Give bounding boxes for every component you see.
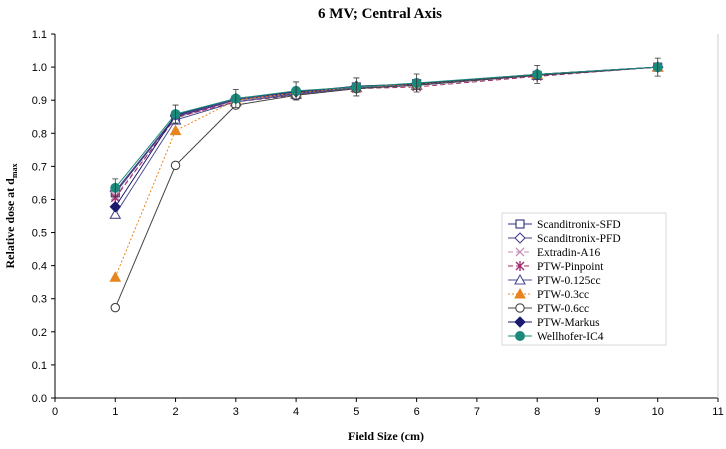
legend-item: PTW-Pinpoint [508, 261, 604, 273]
legend-marker [515, 331, 525, 341]
y-tick-label: 0.6 [32, 194, 47, 206]
series-scanditronix-sfd [110, 62, 663, 198]
x-tick-label: 7 [474, 406, 480, 418]
x-tick-label: 3 [233, 406, 239, 418]
legend-item: Extradin-A16 [508, 247, 600, 259]
y-tick-label: 0.5 [32, 228, 47, 240]
x-tick-label: 5 [353, 406, 359, 418]
error-bar [293, 81, 300, 101]
series-layer [109, 57, 664, 313]
y-tick-label: 1.0 [32, 62, 47, 74]
x-ticks: 0 1 2 3 4 5 6 7 8 9 10 11 [52, 398, 724, 418]
series-extradin-a16 [110, 62, 663, 201]
y-ticks: 0.0 0.1 0.2 0.3 0.4 0.5 0.6 0.7 0.8 0.9 1.0 1.1 [32, 29, 55, 405]
legend-label: Wellhofer-IC4 [537, 331, 604, 343]
x-tick-label: 4 [293, 406, 299, 418]
legend: Scanditronix-SFD Scanditronix-PFD Extradin… [501, 212, 667, 346]
data-point [109, 271, 122, 282]
error-bar [413, 73, 420, 93]
legend-label: PTW-Pinpoint [537, 261, 604, 273]
legend-label: PTW-0.3cc [537, 289, 589, 301]
legend-item: Scanditronix-PFD [508, 232, 621, 245]
data-point [109, 208, 122, 219]
legend-marker [514, 316, 526, 328]
legend-item: Wellhofer-IC4 [508, 331, 604, 343]
legend-marker [514, 232, 526, 244]
legend-marker [515, 219, 525, 229]
legend-marker [514, 287, 526, 299]
error-bar [172, 104, 179, 124]
error-bars [112, 57, 661, 198]
legend-label: PTW-Markus [537, 317, 600, 329]
legend-item: PTW-0.125cc [508, 273, 601, 287]
legend-item: PTW-0.3cc [508, 287, 589, 301]
series-ptw-pinpoint [110, 62, 663, 203]
y-tick-label: 0.0 [32, 393, 47, 405]
data-point [169, 124, 182, 136]
x-tick-label: 10 [652, 406, 664, 418]
y-tick-label: 0.9 [32, 95, 47, 107]
error-bar [232, 89, 239, 108]
legend-marker [515, 247, 525, 257]
legend-label: Scanditronix-PFD [537, 233, 621, 245]
series-line [114, 66, 658, 189]
y-axis-label: Relative dose at dmax [3, 164, 19, 269]
data-point [109, 201, 121, 213]
legend-label: Extradin-A16 [537, 247, 600, 259]
data-point [110, 302, 121, 313]
chart-title: 6 MV; Central Axis [318, 6, 442, 22]
series-line [114, 66, 658, 308]
x-tick-label: 11 [712, 406, 723, 418]
y-tick-label: 0.7 [32, 161, 47, 173]
x-tick-label: 1 [112, 406, 118, 418]
error-bar [654, 57, 661, 77]
legend-marker [515, 303, 525, 313]
y-tick-label: 0.8 [32, 128, 47, 140]
legend-label: PTW-0.125cc [537, 275, 601, 287]
legend-label: PTW-0.6cc [537, 303, 589, 315]
y-tick-label: 1.1 [32, 29, 47, 41]
legend-item: Scanditronix-SFD [508, 219, 621, 231]
error-bar [353, 77, 360, 97]
series-line [114, 66, 658, 215]
legend-label: Scanditronix-SFD [537, 219, 621, 231]
legend-item: PTW-Markus [508, 316, 600, 329]
x-tick-label: 8 [534, 406, 540, 418]
legend-marker [515, 261, 525, 271]
y-tick-label: 0.3 [32, 294, 47, 306]
x-tick-label: 0 [52, 406, 58, 418]
x-tick-label: 6 [414, 406, 420, 418]
y-tick-label: 0.1 [32, 360, 47, 372]
series-wellhofer-ic4 [110, 62, 663, 193]
y-axis-label-main: Relative dose at d [3, 178, 17, 269]
error-bar [534, 64, 541, 84]
plot-area: 0 1 2 3 4 5 6 7 8 9 10 11 0.00.10.20.30.40.50.60.70… [32, 29, 724, 418]
x-tick-label: 2 [172, 406, 178, 418]
x-tick-label: 9 [594, 406, 600, 418]
data-point [170, 160, 181, 171]
y-tick-label: 0.4 [32, 261, 47, 273]
legend-box [501, 212, 667, 346]
legend-marker [514, 273, 526, 285]
series-scanditronix-pfd [109, 61, 664, 197]
legend-item: PTW-0.6cc [508, 303, 589, 315]
x-axis-label: Field Size (cm) [348, 429, 424, 443]
y-axis-label-sub: max [10, 164, 19, 179]
y-tick-label: 0.2 [32, 327, 47, 339]
error-bar [112, 178, 119, 198]
